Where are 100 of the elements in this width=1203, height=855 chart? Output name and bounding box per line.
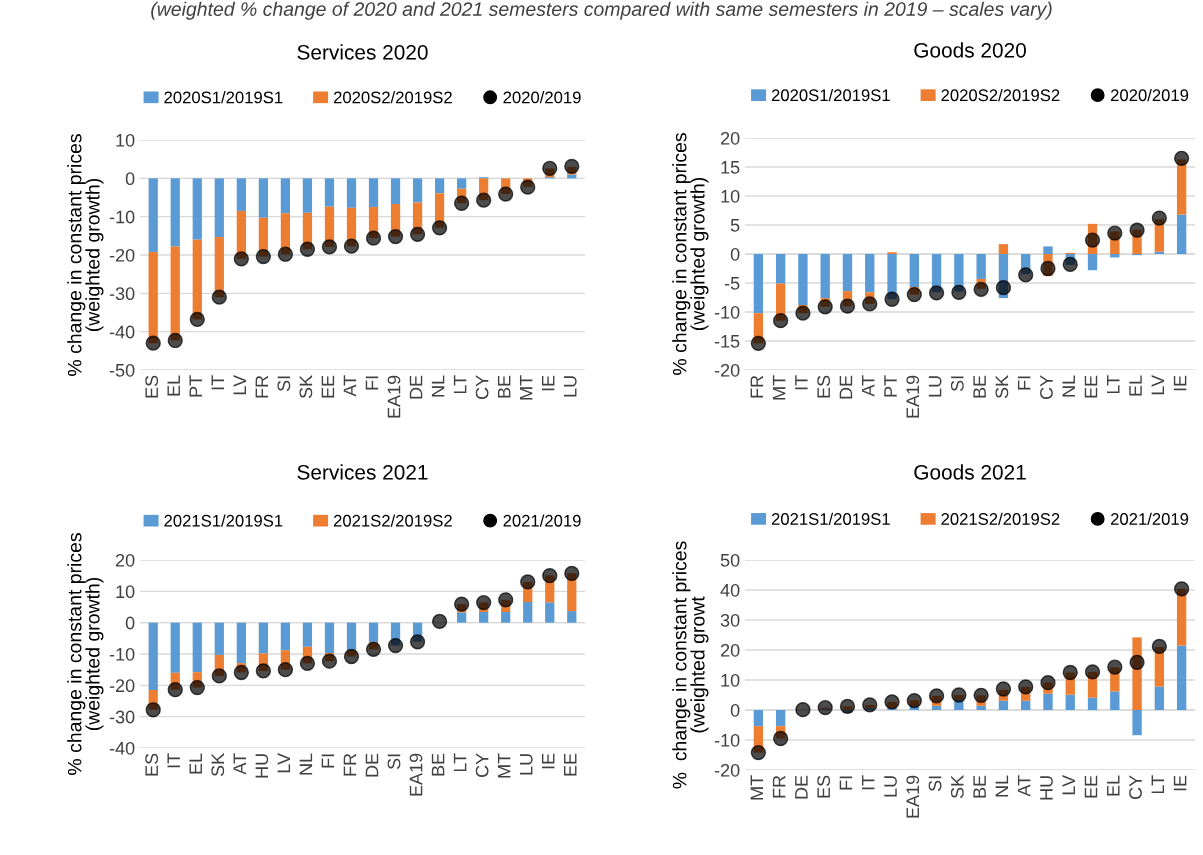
x-tick-label: LV [1151,374,1165,395]
x-tick-label: FI [1017,376,1031,390]
y-axis-title: % change in constant prices (weighted growt [672,541,709,789]
chart-title: Services 2021 [297,464,428,480]
x-tick-label: ES [145,753,159,776]
x-tick-label: DE [795,775,808,799]
x-tick-label: SI [928,776,942,792]
x-tick-label: EA19 [387,375,401,418]
x-tick-label: MT [772,375,786,400]
x-tick-label: BE [973,775,986,798]
y-tick-label: -10 [109,647,135,661]
legend-label: 2020S2/2019S2 [941,88,1060,102]
x-tick-label: AT [343,375,357,397]
x-tick-label: CY [1129,775,1142,800]
x-tick-label: LV [277,752,291,773]
x-tick-label: SK [211,753,225,777]
y-axis-title: % change in constant prices (weighted growth) [67,533,104,775]
x-tick-label: FR [343,753,357,776]
x-tick-label: LV [1062,774,1075,795]
x-tick-label: FI [321,754,335,768]
x-tick-label: LT [1107,375,1120,394]
x-tick-label: ES [817,375,831,398]
y-tick-label: 20 [115,553,135,567]
x-tick-label: ES [145,375,159,398]
y-tick-label: 15 [721,161,740,174]
y-tick-label: 10 [721,673,740,687]
y-tick-label: 20 [720,131,740,145]
x-tick-label: EE [1084,375,1098,398]
x-tick-label: HU [1040,776,1053,800]
y-tick-label: -20 [714,363,740,377]
y-axis-title: % change in constant prices (weighted growth) [672,133,709,375]
x-tick-label: NL [299,753,313,775]
x-tick-label: LU [564,376,577,397]
x-tick-label: IE [542,375,555,391]
x-tick-label: LT [453,375,467,394]
x-tick-label: DE [839,375,853,399]
y-tick-label: 0 [730,703,740,717]
x-tick-label: ES [817,775,831,798]
x-tick-label: BE [431,753,445,776]
x-tick-label: HU [255,754,269,778]
x-tick-label: DE [365,753,379,777]
y-tick-label: -20 [109,248,135,262]
text: (weighted % change of 2020 and 2021 semesters compared with same semesters in 2019 – scales vary) [151,1,1052,20]
legend-label: 2021/2019 [503,514,581,527]
chart-title: Goods 2020 [914,42,1026,58]
chart-title: Goods 2021 [914,464,1026,480]
x-tick-label: SK [995,375,1009,399]
y-tick-label: 10 [116,133,135,147]
y-tick-label: -40 [109,741,135,755]
x-tick-label: DE [409,375,423,399]
legend-label: 2021S1/2019S1 [164,514,283,527]
x-tick-label: EE [1084,775,1098,798]
x-tick-label: FI [365,376,379,390]
x-tick-label: CY [1040,375,1053,400]
legend-label: 2020/2019 [503,91,581,104]
y-tick-label: 20 [720,643,740,657]
y-tick-label: -40 [109,325,135,339]
legend-label: 2020S2/2019S2 [333,91,452,104]
x-tick-label: IT [862,775,875,790]
x-tick-label: IE [542,753,555,769]
x-tick-label: IT [211,375,224,390]
x-tick-label: LU [884,776,897,797]
x-tick-label: BE [497,375,511,398]
y-axis-title: % change in constant prices (weighted growth) [67,134,104,376]
y-tick-label: 0 [730,247,740,261]
x-tick-label: EL [1129,375,1142,396]
x-tick-label: BE [973,375,986,398]
y-tick-label: -20 [109,679,135,693]
x-tick-label: EL [167,375,180,396]
x-tick-label: EL [189,753,202,774]
legend-label: 2021S2/2019S2 [941,512,1060,525]
x-tick-label: AT [1017,775,1031,797]
y-tick-label: -15 [714,335,740,348]
x-tick-label: FI [839,776,853,790]
y-tick-label: -10 [714,305,740,319]
x-tick-label: MT [750,775,764,800]
x-tick-label: IE [1173,375,1187,391]
x-tick-label: FR [255,375,269,398]
x-tick-label: FR [772,775,786,798]
x-tick-label: LT [453,753,467,772]
x-tick-label: AT [862,375,875,397]
x-tick-label: PT [884,375,897,397]
y-tick-label: 5 [730,219,740,232]
x-tick-label: LT [1151,775,1165,794]
x-tick-label: SK [299,375,313,399]
x-tick-label: EE [321,375,335,398]
x-tick-label: LU [928,376,942,397]
y-tick-label: -50 [109,363,135,377]
y-tick-label: -30 [109,287,135,301]
x-tick-label: PT [189,375,202,397]
x-tick-label: IE [1173,775,1187,791]
x-tick-label: EE [564,753,577,776]
x-tick-label: SI [387,754,401,770]
y-tick-label: 0 [125,172,135,186]
x-tick-label: NL [431,375,445,397]
y-tick-label: -30 [109,710,135,724]
x-tick-label: NL [995,775,1009,797]
legend-label: 2021S2/2019S2 [333,514,452,527]
x-tick-label: LU [519,754,533,775]
y-tick-label: 50 [720,553,740,567]
